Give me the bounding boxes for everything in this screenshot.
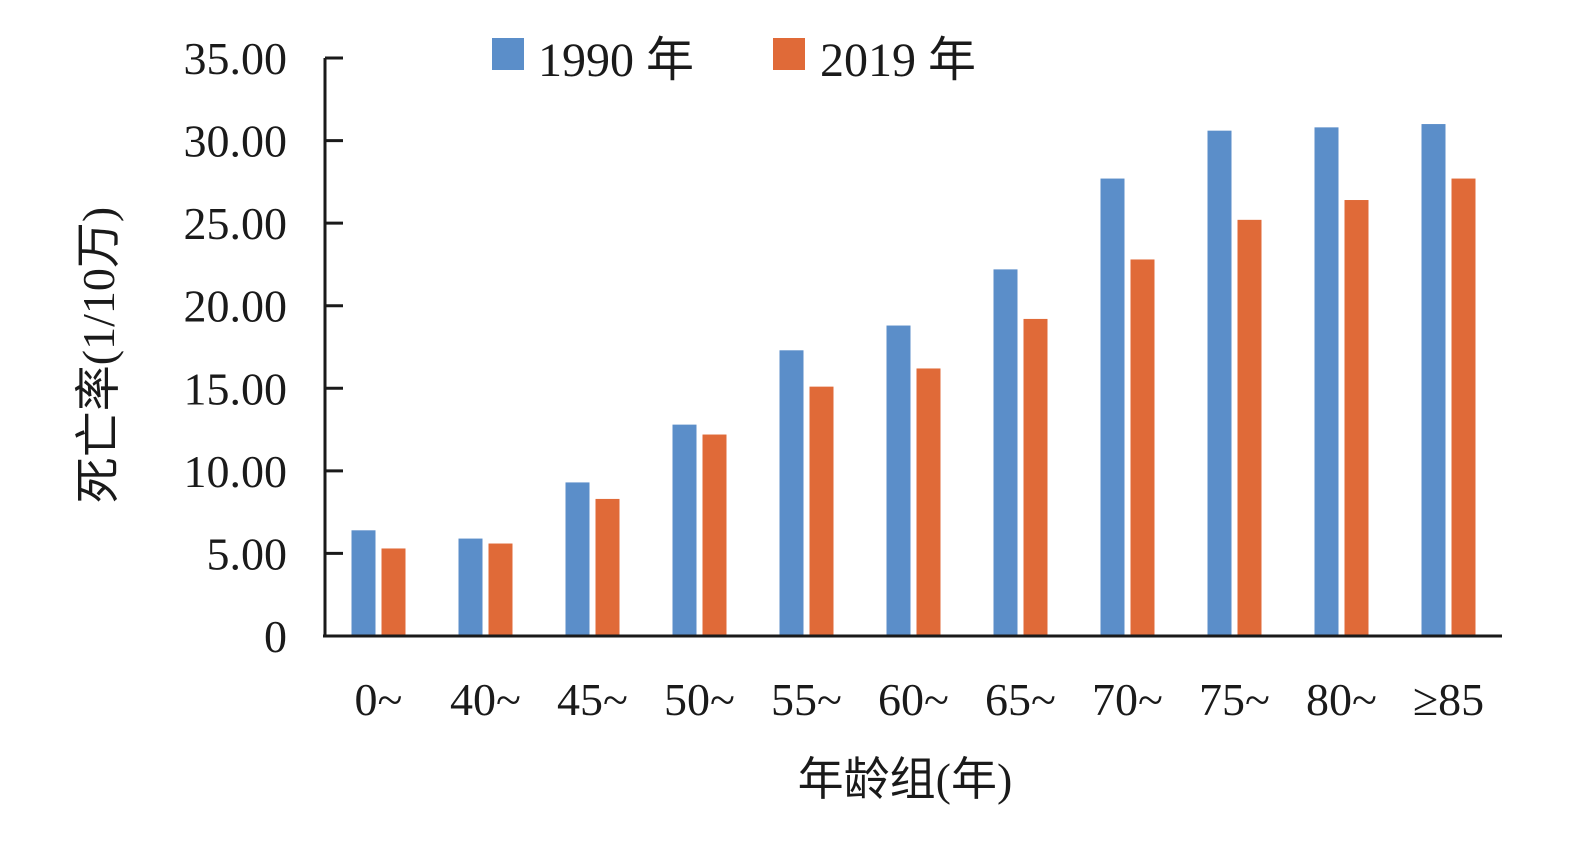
- y-tick-label: 10.00: [184, 446, 288, 497]
- y-tick-label: 15.00: [184, 363, 288, 414]
- x-tick-label: 50~: [664, 674, 735, 725]
- bar-1990-4: [779, 350, 804, 636]
- x-tick-label: 0~: [355, 674, 403, 725]
- legend-swatch-2019: [773, 38, 805, 70]
- y-tick-label: 25.00: [184, 198, 288, 249]
- bar-2019-2: [595, 498, 620, 636]
- legend-label-2019: 2019 年: [820, 34, 976, 87]
- bar-1990-2: [565, 482, 590, 636]
- bar-1990-3: [672, 424, 697, 636]
- x-tick-label: 60~: [878, 674, 949, 725]
- y-ticks: 0 5.00 10.00 15.00 20.00 25.00 30.00 35.00: [184, 33, 343, 662]
- y-tick-label: 5.00: [207, 528, 288, 579]
- x-ticks: 0~ 40~ 45~ 50~ 55~ 60~ 65~ 70~ 75~ 80~ ≥85: [355, 674, 1485, 725]
- bar-1990-7: [1100, 178, 1125, 636]
- y-tick-label: 35.00: [184, 33, 288, 84]
- axes-layer: [323, 58, 1502, 638]
- x-tick-label: 45~: [557, 674, 628, 725]
- bars-layer: [351, 124, 1476, 637]
- y-tick-label: 0: [264, 611, 287, 662]
- x-tick-label: 40~: [450, 674, 521, 725]
- bar-2019-9: [1344, 200, 1369, 636]
- y-tick-label: 20.00: [184, 281, 288, 332]
- x-tick-label: 55~: [771, 674, 842, 725]
- y-axis-title: 死亡率(1/10万): [73, 207, 124, 503]
- bar-1990-5: [886, 325, 911, 636]
- legend-label-1990: 1990 年: [538, 34, 694, 87]
- legend: 1990 年 2019 年: [492, 34, 976, 87]
- bar-2019-0: [381, 548, 406, 636]
- bar-1990-0: [351, 530, 376, 636]
- x-axis-title: 年龄组(年): [798, 754, 1013, 805]
- x-tick-label: 65~: [985, 674, 1056, 725]
- bar-2019-3: [702, 434, 727, 636]
- bar-1990-10: [1421, 124, 1446, 637]
- bar-2019-4: [809, 386, 834, 636]
- bar-2019-6: [1023, 318, 1048, 636]
- legend-swatch-1990: [492, 38, 524, 70]
- bar-1990-8: [1207, 130, 1232, 637]
- bar-2019-8: [1237, 219, 1262, 636]
- bar-2019-7: [1130, 259, 1155, 636]
- x-tick-label: 75~: [1199, 674, 1270, 725]
- bar-1990-1: [458, 538, 483, 636]
- bar-2019-5: [916, 368, 941, 636]
- bar-1990-6: [993, 269, 1018, 636]
- y-tick-label: 30.00: [184, 116, 288, 167]
- bar-2019-1: [488, 543, 513, 636]
- x-tick-label: ≥85: [1413, 674, 1484, 725]
- x-tick-label: 70~: [1092, 674, 1163, 725]
- x-tick-label: 80~: [1306, 674, 1377, 725]
- bar-1990-9: [1314, 127, 1339, 637]
- bar-2019-10: [1451, 178, 1476, 636]
